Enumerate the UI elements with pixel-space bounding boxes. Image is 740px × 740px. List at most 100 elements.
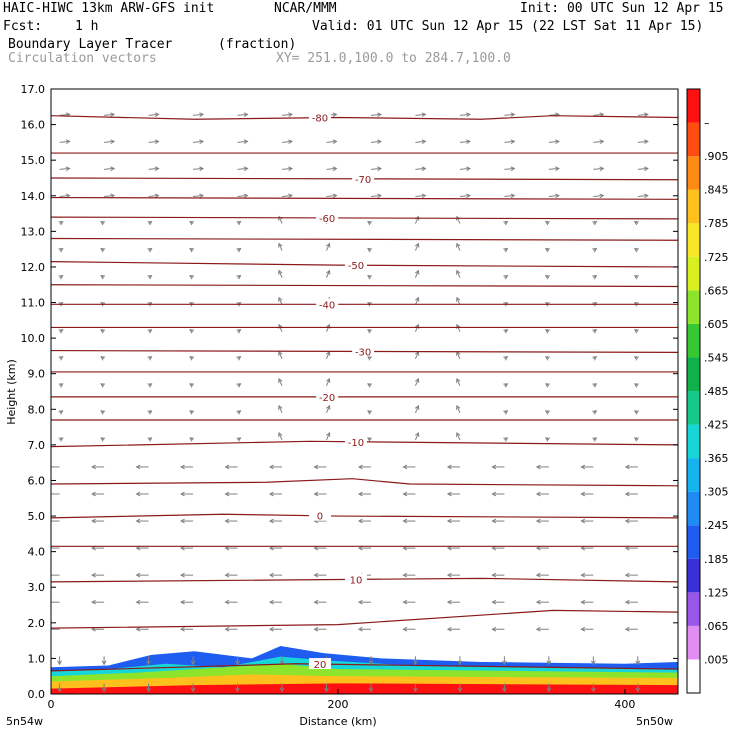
- vector-arrowhead: [413, 660, 418, 666]
- vector-arrowhead: [545, 329, 550, 334]
- temperature-contours: -80 -70 -60 -50 -40 -30 -20 -10 0 10 20: [51, 111, 678, 672]
- vector-arrow: [459, 140, 470, 143]
- vector-arrow: [415, 194, 426, 197]
- vector-arrowhead: [643, 112, 649, 118]
- vector-arrowhead: [288, 166, 294, 172]
- vector-arrowhead: [110, 193, 116, 199]
- vector-arrowhead: [446, 518, 452, 524]
- vector-arrowhead: [243, 112, 249, 118]
- vector-arrowhead: [491, 572, 497, 578]
- vector-arrowhead: [491, 491, 497, 497]
- vector-arrowhead: [357, 464, 363, 470]
- vector-arrowhead: [357, 491, 363, 497]
- colorbar-swatch: [687, 592, 700, 626]
- vector-arrowhead: [332, 112, 338, 118]
- vector-arrowhead: [332, 193, 338, 199]
- vector-arrowhead: [643, 139, 649, 145]
- vector-arrowhead: [326, 377, 331, 383]
- vector-arrowhead: [535, 626, 541, 632]
- contour-line: [51, 261, 678, 268]
- vector-arrowhead: [189, 437, 195, 442]
- contour-line: [51, 237, 678, 241]
- vector-arrowhead: [633, 302, 639, 307]
- vector-arrowhead: [367, 220, 372, 226]
- vector-arrow: [414, 297, 419, 305]
- vector-arrowhead: [236, 437, 242, 442]
- vector-arrowhead: [635, 687, 641, 693]
- vector-arrowhead: [100, 220, 106, 226]
- vector-arrow: [456, 378, 461, 387]
- contour-label: 0: [317, 512, 323, 523]
- contour-label: -30: [355, 347, 371, 358]
- vector-arrowhead: [456, 377, 461, 383]
- vector-arrowhead: [268, 572, 274, 578]
- vector-arrowhead: [100, 329, 106, 334]
- vector-arrow: [281, 140, 293, 143]
- colorbar-swatch: [687, 525, 700, 559]
- vector-arrow: [456, 405, 461, 414]
- vector-arrow: [414, 270, 419, 278]
- vector-arrowhead: [545, 302, 550, 307]
- vector-arrowhead: [147, 220, 153, 226]
- contour-label: -70: [355, 175, 371, 186]
- vector-arrowhead: [278, 431, 283, 437]
- vector-arrowhead: [367, 302, 372, 307]
- y-tick-label: 3.0: [28, 581, 46, 594]
- vector-arrowhead: [580, 491, 586, 497]
- vector-arrowhead: [278, 242, 283, 248]
- vector-arrowhead: [313, 626, 319, 632]
- x-tick-label: 400: [614, 698, 635, 711]
- contour-label-bg: [308, 658, 331, 670]
- vector-arrowhead: [554, 139, 560, 145]
- vector-arrowhead: [147, 302, 153, 307]
- y-tick-label: 13.0: [21, 225, 46, 238]
- vector-arrowhead: [146, 687, 151, 693]
- vector-arrow: [278, 297, 283, 305]
- x-tick-label: 200: [327, 698, 348, 711]
- vector-arrowhead: [421, 139, 427, 145]
- vector-arrowhead: [147, 275, 153, 280]
- vector-arrow: [278, 243, 283, 251]
- colorbar-swatch: [687, 323, 700, 358]
- vector-arrowhead: [456, 269, 461, 275]
- vector-arrow: [456, 324, 461, 332]
- vector-arrowhead: [224, 464, 230, 470]
- forecast-label: Fcst:: [3, 19, 43, 34]
- colorbar-label: .305: [704, 486, 729, 499]
- vector-arrowhead: [599, 166, 605, 172]
- vector-arrow: [637, 167, 648, 170]
- vector-arrowhead: [58, 356, 64, 361]
- y-tick-label: 4.0: [28, 546, 46, 559]
- y-tick-label: 6.0: [28, 474, 46, 487]
- colorbar-swatch: [687, 424, 700, 459]
- vector-arrowhead: [592, 383, 598, 388]
- vector-arrowhead: [510, 112, 516, 118]
- colorbar-label: .005: [704, 653, 729, 666]
- y-tick-label: 9.0: [28, 368, 46, 381]
- vector-arrowhead: [633, 356, 639, 361]
- colorbar: .005 .065 .125 .185 .245 .305 .365 .425 .485 .545…: [686, 88, 729, 694]
- vector-arrowhead: [189, 383, 195, 388]
- vector-arrowhead: [326, 242, 331, 248]
- vector-arrowhead: [268, 599, 274, 605]
- x-axis: 0 200 400: [48, 689, 635, 711]
- vector-arrowhead: [100, 275, 106, 280]
- vector-arrow: [414, 243, 419, 251]
- vector-arrowhead: [324, 687, 329, 693]
- vector-arrow: [326, 270, 330, 278]
- vector-arrowhead: [58, 302, 64, 307]
- colorbar-label: –: [704, 117, 710, 130]
- vector-arrow: [59, 167, 70, 170]
- vector-arrowhead: [190, 660, 196, 666]
- vector-arrowhead: [235, 660, 240, 666]
- vector-arrowhead: [635, 660, 641, 666]
- vector-arrow: [104, 113, 115, 116]
- vector-arrowhead: [414, 404, 420, 410]
- vector-arrowhead: [313, 464, 319, 470]
- contour-label-bg: [352, 172, 375, 184]
- contour-line: [51, 284, 678, 288]
- vector-arrowhead: [510, 166, 516, 172]
- vector-arrowhead: [643, 193, 649, 199]
- vector-arrowhead: [367, 247, 372, 253]
- vector-arrowhead: [91, 464, 96, 470]
